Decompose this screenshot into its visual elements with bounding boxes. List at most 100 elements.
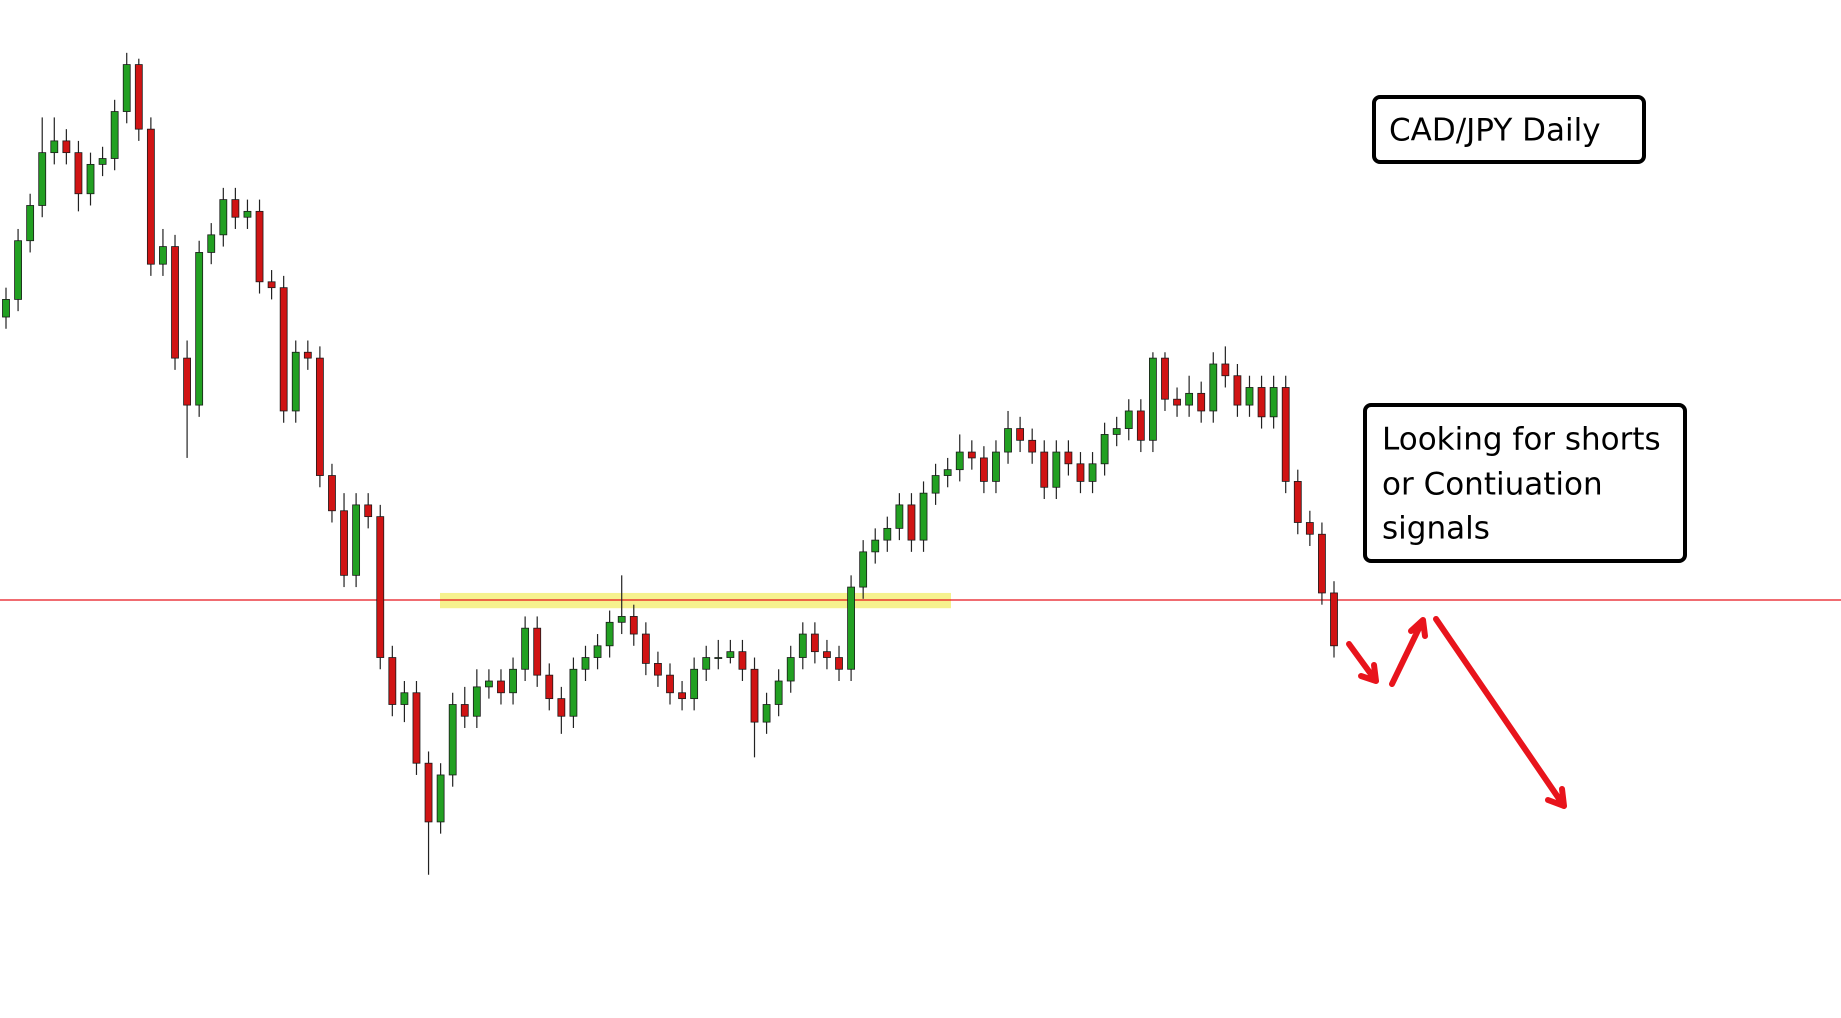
up-candle — [1269, 387, 1278, 418]
up-candle — [1088, 463, 1097, 482]
up-candle — [159, 246, 167, 265]
down-candle — [545, 674, 554, 700]
down-candle — [328, 475, 336, 512]
up-candle — [786, 657, 795, 682]
up-candle — [1185, 392, 1194, 406]
down-candle — [183, 357, 191, 406]
up-candle — [1112, 428, 1121, 435]
up-candle — [509, 668, 517, 694]
note-line: signals — [1382, 511, 1490, 547]
down-candle — [1040, 451, 1049, 488]
down-candle — [1016, 428, 1025, 441]
down-candle — [1305, 522, 1314, 535]
arrow — [1346, 641, 1379, 684]
down-candle — [629, 616, 638, 635]
note-line: Looking for shorts — [1382, 422, 1661, 458]
up-candle — [895, 504, 904, 529]
down-candle — [1318, 533, 1326, 594]
down-candle — [1257, 387, 1266, 418]
down-candle — [1293, 481, 1302, 523]
down-candle — [1136, 410, 1145, 441]
up-candle — [219, 199, 228, 236]
up-candle — [14, 240, 22, 300]
down-candle — [364, 504, 373, 518]
up-candle — [859, 551, 868, 588]
up-candle — [569, 668, 578, 717]
down-candle — [1161, 357, 1169, 400]
candle-layer — [2, 52, 1338, 875]
up-candle — [1004, 428, 1012, 453]
down-candle — [315, 357, 324, 476]
down-candle — [62, 140, 71, 154]
down-candle — [979, 457, 988, 482]
up-candle — [521, 627, 530, 670]
up-candle — [2, 299, 10, 318]
up-candle — [992, 451, 1000, 482]
down-candle — [460, 704, 469, 717]
title-text: CAD/JPY Daily — [1389, 113, 1601, 149]
up-candle — [50, 140, 59, 154]
down-candle — [641, 633, 650, 664]
down-candle — [678, 692, 686, 700]
down-candle — [267, 281, 276, 289]
up-candle — [122, 64, 131, 112]
down-candle — [424, 762, 433, 823]
down-candle — [666, 674, 674, 694]
up-candle — [86, 163, 95, 195]
up-candle — [690, 668, 699, 700]
up-candle — [1100, 434, 1109, 465]
down-candle — [835, 657, 843, 670]
down-candle — [1233, 375, 1242, 406]
down-candle — [1281, 387, 1290, 482]
down-candle — [497, 680, 505, 694]
title-box — [1372, 95, 1646, 164]
up-candle — [605, 621, 614, 647]
down-candle — [340, 510, 348, 576]
up-candle — [38, 152, 47, 206]
up-candle — [207, 234, 216, 253]
up-candle — [98, 158, 107, 165]
down-candle — [533, 627, 542, 676]
up-candle — [291, 351, 300, 412]
down-candle — [255, 210, 264, 283]
up-candle — [243, 210, 252, 218]
down-candle — [303, 351, 312, 359]
up-candle — [581, 657, 590, 670]
up-candle — [726, 651, 735, 658]
up-candle — [593, 645, 602, 658]
down-candle — [823, 651, 831, 658]
up-candle — [943, 469, 952, 476]
down-candle — [967, 451, 976, 459]
up-candle — [1124, 410, 1133, 429]
annotation-box: CAD/JPY Daily — [1372, 95, 1646, 164]
down-candle — [750, 668, 759, 723]
up-candle — [110, 111, 119, 159]
down-candle — [74, 152, 83, 195]
up-candle — [1209, 363, 1218, 412]
up-candle — [762, 704, 771, 723]
down-candle — [557, 698, 566, 717]
up-candle — [448, 704, 457, 776]
up-candle — [617, 616, 626, 623]
down-candle — [1064, 451, 1073, 465]
down-candle — [412, 692, 421, 764]
up-candle — [1245, 387, 1254, 406]
up-candle — [774, 680, 783, 705]
down-candle — [134, 64, 143, 130]
up-candle — [847, 586, 855, 670]
down-candle — [376, 516, 385, 658]
down-candle — [1076, 463, 1085, 482]
up-candle — [485, 680, 493, 688]
down-candle — [171, 246, 179, 359]
down-candle — [279, 287, 288, 412]
up-candle — [1149, 357, 1157, 441]
up-candle — [714, 657, 723, 659]
down-candle — [146, 128, 155, 265]
arrow — [1389, 617, 1428, 687]
up-candle — [871, 539, 880, 553]
up-candle — [400, 692, 409, 705]
down-candle — [388, 657, 397, 705]
up-candle — [436, 774, 445, 823]
down-candle — [1028, 439, 1037, 453]
